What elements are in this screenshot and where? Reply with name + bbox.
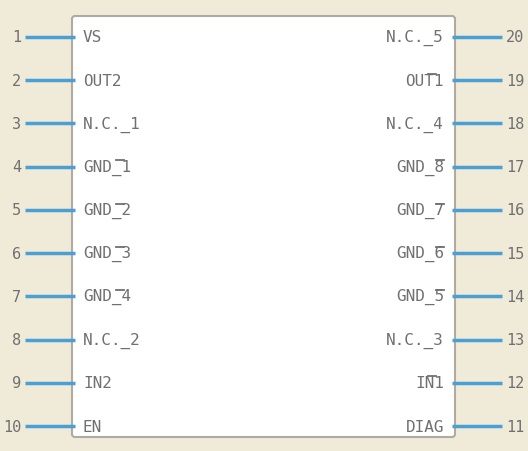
Text: EN: EN xyxy=(83,419,102,433)
Text: GND_3: GND_3 xyxy=(83,245,131,262)
Text: 1: 1 xyxy=(12,30,21,46)
Text: 7: 7 xyxy=(12,289,21,304)
Text: N.C._4: N.C._4 xyxy=(386,116,444,132)
Text: 20: 20 xyxy=(506,30,524,46)
Text: 9: 9 xyxy=(12,375,21,391)
Text: N.C._1: N.C._1 xyxy=(83,116,141,132)
Text: 18: 18 xyxy=(506,117,524,132)
Text: GND_7: GND_7 xyxy=(396,202,444,218)
Text: GND_2: GND_2 xyxy=(83,202,131,218)
Text: OUT2: OUT2 xyxy=(83,74,121,88)
Text: 17: 17 xyxy=(506,160,524,175)
Text: 5: 5 xyxy=(12,203,21,218)
Text: 4: 4 xyxy=(12,160,21,175)
Text: 19: 19 xyxy=(506,74,524,88)
Text: 15: 15 xyxy=(506,246,524,261)
Text: GND_5: GND_5 xyxy=(396,289,444,305)
Text: 16: 16 xyxy=(506,203,524,218)
Text: 8: 8 xyxy=(12,332,21,347)
Text: DIAG: DIAG xyxy=(406,419,444,433)
Text: GND_8: GND_8 xyxy=(396,159,444,175)
Text: 10: 10 xyxy=(3,419,21,433)
Text: GND_4: GND_4 xyxy=(83,289,131,305)
Text: 14: 14 xyxy=(506,289,524,304)
Text: VS: VS xyxy=(83,30,102,46)
Text: 11: 11 xyxy=(506,419,524,433)
Text: 6: 6 xyxy=(12,246,21,261)
Text: GND_6: GND_6 xyxy=(396,245,444,262)
Text: 13: 13 xyxy=(506,332,524,347)
Text: OUT1: OUT1 xyxy=(406,74,444,88)
FancyBboxPatch shape xyxy=(72,17,455,437)
Text: 12: 12 xyxy=(506,375,524,391)
Text: 3: 3 xyxy=(12,117,21,132)
Text: N.C._2: N.C._2 xyxy=(83,332,141,348)
Text: N.C._3: N.C._3 xyxy=(386,332,444,348)
Text: GND_1: GND_1 xyxy=(83,159,131,175)
Text: N.C._5: N.C._5 xyxy=(386,30,444,46)
Text: IN2: IN2 xyxy=(83,375,112,391)
Text: IN1: IN1 xyxy=(415,375,444,391)
Text: 2: 2 xyxy=(12,74,21,88)
